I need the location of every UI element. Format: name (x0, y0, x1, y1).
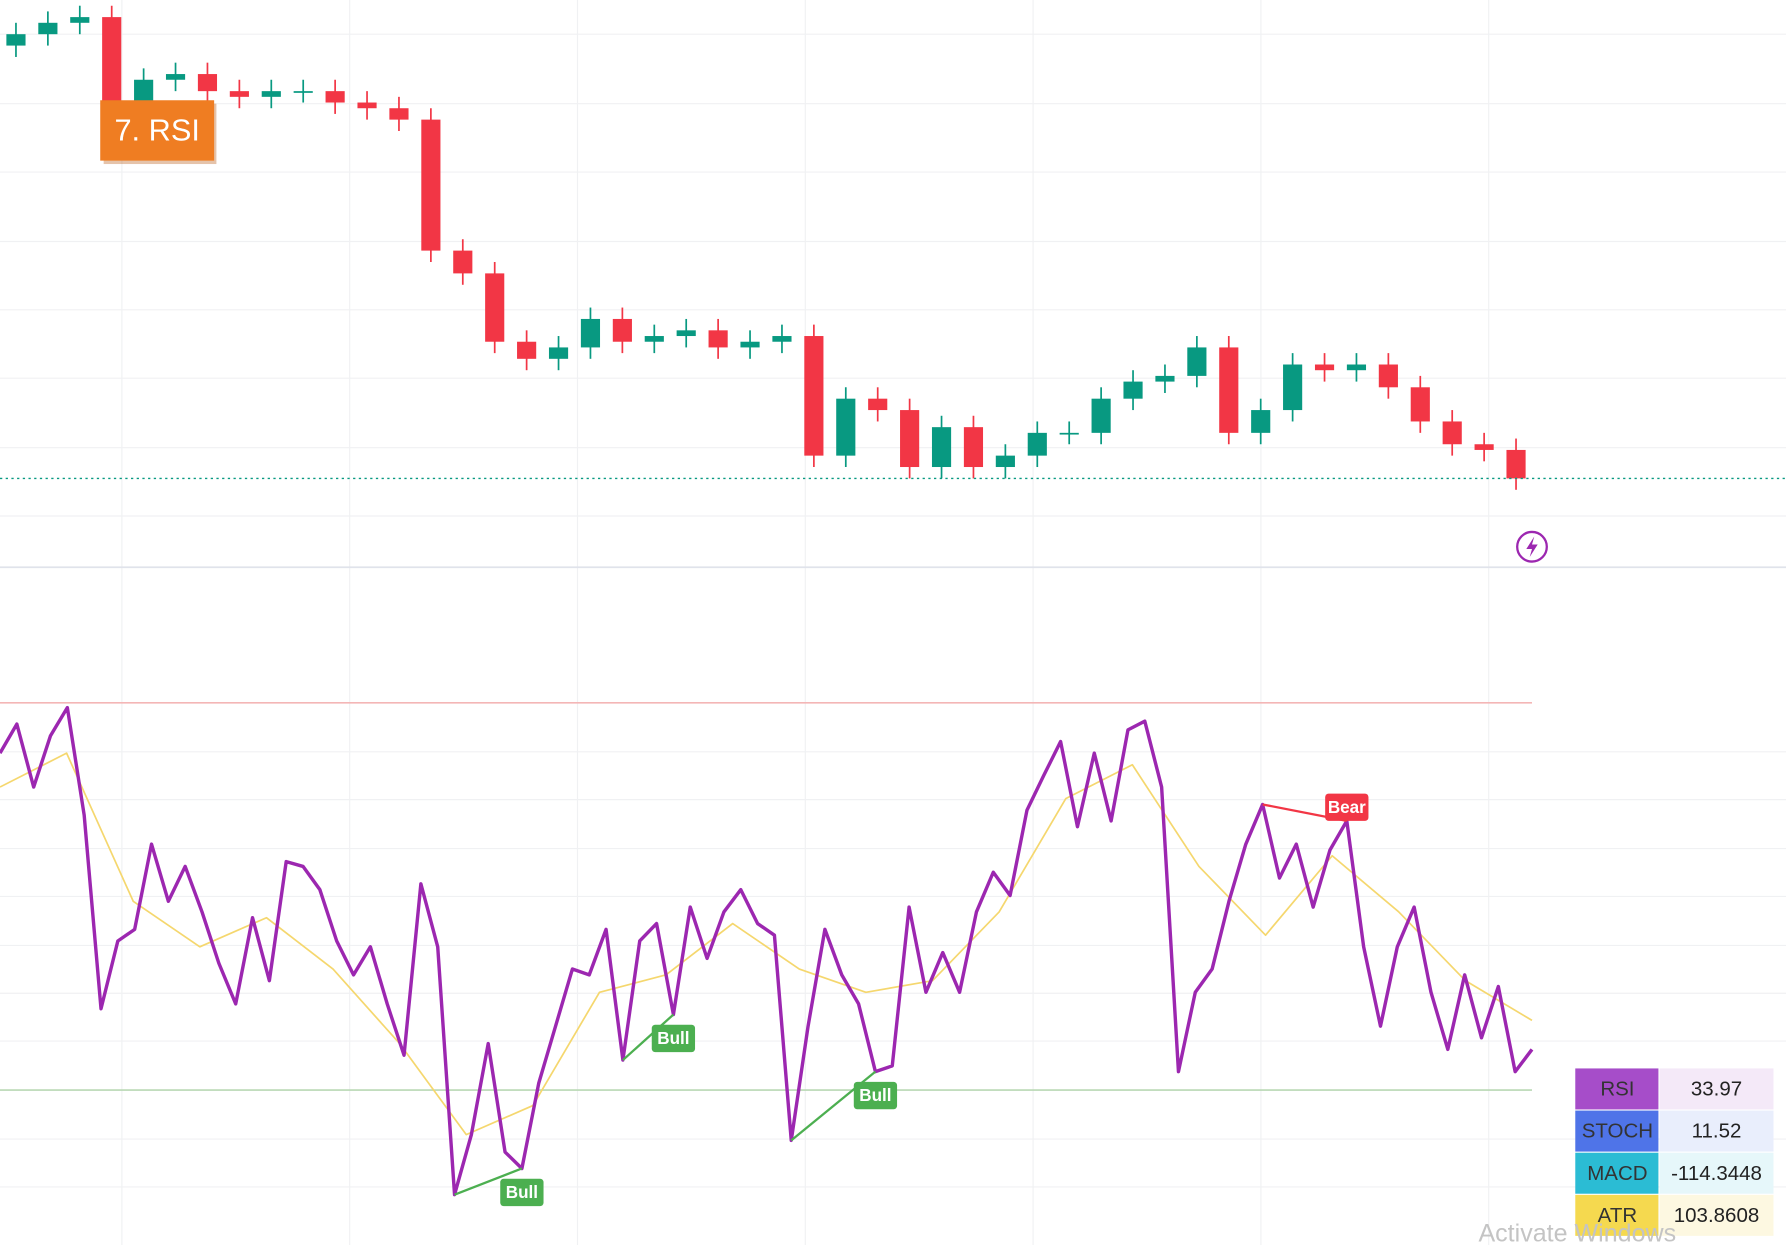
table-value-cell (1659, 1110, 1774, 1152)
candle-body (229, 91, 249, 97)
table-name-cell (1575, 1068, 1659, 1110)
candle-body (580, 318, 601, 348)
candle-body (38, 22, 58, 35)
candle-body (548, 347, 569, 359)
candle-body (1378, 364, 1398, 388)
divergence-line (622, 1013, 675, 1061)
candle-body (1091, 398, 1111, 433)
candle-body (804, 336, 824, 456)
table-value: -114.3448 (1671, 1162, 1762, 1185)
divergence-badge (500, 1178, 544, 1207)
candle-body (485, 273, 505, 342)
candle-body (197, 74, 218, 92)
table-name: STOCH (1582, 1120, 1653, 1143)
candle-body (389, 108, 409, 120)
candle-body (357, 102, 377, 109)
table-name-cell (1575, 1110, 1659, 1152)
table-value-cell (1659, 1194, 1774, 1236)
divergence-badge (1325, 793, 1369, 821)
candle-body (1059, 432, 1079, 435)
candle-body (1410, 387, 1430, 422)
candle-body (836, 398, 856, 456)
candle-body (1506, 449, 1526, 479)
candle-body (453, 250, 473, 274)
candle-body (995, 455, 1015, 468)
divergence-badge (853, 1081, 898, 1110)
candle-body (1251, 410, 1271, 433)
divergence-badge (651, 1024, 696, 1053)
candle-body (963, 427, 984, 468)
divergence-label: Bear (1328, 798, 1366, 817)
candle-body (261, 91, 281, 97)
table-name: MACD (1587, 1162, 1647, 1185)
table-name-cell (1575, 1194, 1659, 1236)
candle-body (772, 336, 792, 342)
candle-body (1283, 364, 1303, 411)
divergence-label: Bull (506, 1183, 538, 1202)
alert-icon[interactable] (1516, 530, 1548, 563)
price-pane (0, 5, 1786, 490)
candle-body (644, 336, 664, 342)
candle-body (1314, 364, 1335, 371)
series-line (0, 752, 1533, 1136)
candle-body (740, 341, 760, 348)
table-value-cell (1659, 1152, 1774, 1194)
table-value: 103.8608 (1674, 1204, 1760, 1227)
candle-body (293, 91, 313, 93)
candle-body (1474, 444, 1494, 450)
candle-body (1027, 432, 1047, 456)
candle-body (165, 74, 186, 80)
rsi-pane: Bull Bull Bull Bear (0, 701, 1534, 1207)
table-name: RSI (1600, 1077, 1634, 1100)
table-value-cell (1659, 1068, 1774, 1110)
table-name: ATR (1598, 1204, 1637, 1227)
label-badge: 7. RSI (100, 100, 217, 165)
divergence-line (454, 1167, 523, 1196)
table-value: 33.97 (1691, 1077, 1742, 1100)
candle-body (1123, 381, 1143, 399)
candle-body (70, 17, 90, 23)
candle-body (1346, 364, 1367, 371)
candle-body (421, 119, 441, 251)
candle-body (1155, 375, 1175, 382)
indicator-table: RSI 33.97 STOCH 11.52 MACD -114.3448 ATR 103.86… (1575, 1068, 1774, 1236)
series-line (0, 705, 1534, 1197)
candle-body (1219, 347, 1239, 433)
candle-body (325, 91, 345, 103)
candle-body (676, 330, 696, 337)
candle-body (708, 330, 728, 348)
table-name-cell (1575, 1152, 1659, 1194)
candle-body (931, 427, 952, 468)
candle-body (1442, 421, 1462, 445)
divergence-label: Bull (657, 1029, 689, 1048)
candle-body (102, 17, 122, 114)
candle-body (6, 34, 26, 46)
candle-body (517, 341, 537, 359)
table-value: 11.52 (1692, 1120, 1742, 1143)
candle-body (1187, 347, 1207, 376)
candle-body (900, 410, 920, 468)
divergence-label: Bull (859, 1086, 891, 1105)
label-text: 7. RSI (114, 112, 199, 147)
candle-body (612, 318, 632, 342)
watermark: Activate Windows (1478, 1219, 1676, 1245)
candle-body (868, 398, 888, 411)
